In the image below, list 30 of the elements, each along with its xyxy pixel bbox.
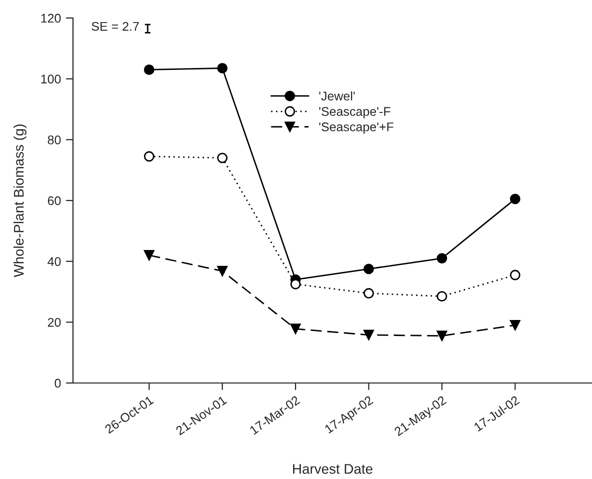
legend-label: 'Jewel': [319, 91, 355, 100]
point: [436, 291, 448, 302]
point: [144, 151, 154, 162]
point: [217, 62, 228, 74]
point: [510, 320, 520, 330]
y-tick-label: 80: [48, 135, 61, 144]
y-tick-label: 0: [54, 378, 61, 388]
y-tick-label: 100: [41, 74, 61, 84]
y-axis-title: Whole-Plant Biomass (g): [14, 124, 26, 278]
point: [290, 324, 301, 334]
point: [364, 330, 374, 340]
point: [510, 270, 520, 280]
legend-label: 'Seascape'+F: [319, 122, 394, 134]
point: [364, 264, 374, 274]
point: [144, 250, 154, 260]
point: [364, 288, 374, 298]
point: [436, 330, 448, 342]
point: [290, 278, 301, 290]
y-tick-label: 40: [48, 257, 61, 266]
point: [144, 64, 154, 75]
y-tick-label: 20: [48, 318, 61, 327]
point: [436, 253, 448, 264]
point: [217, 266, 228, 276]
legend-label: 'Seascape'-F: [319, 107, 390, 118]
y-tick-label: 60: [48, 196, 61, 206]
point: [217, 152, 228, 164]
point: [510, 194, 520, 204]
y-tick-label: 120: [41, 14, 61, 23]
x-axis-title: Harvest Date: [293, 464, 372, 474]
annotation: SE = 2.7: [92, 22, 139, 31]
